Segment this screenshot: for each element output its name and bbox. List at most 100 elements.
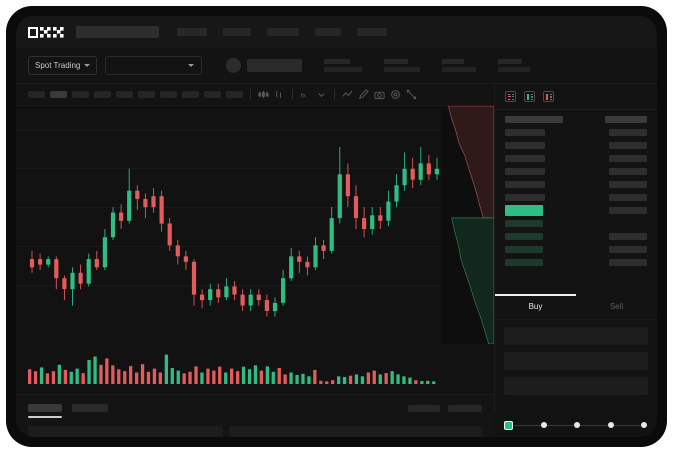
order-book-price (505, 129, 545, 136)
indicators-icon[interactable]: fx (300, 89, 311, 100)
order-book-row[interactable] (505, 232, 647, 241)
stat-key (498, 59, 523, 64)
last-price-value (247, 59, 303, 72)
timeframe-button-4[interactable] (94, 91, 111, 98)
camera-icon[interactable] (374, 89, 385, 100)
orderbook-asks-icon[interactable] (543, 91, 554, 102)
order-book-row[interactable] (505, 154, 647, 163)
okx-logo[interactable] (28, 26, 64, 38)
stepper-dot-4[interactable] (607, 422, 614, 428)
timeframe-button-9[interactable] (204, 91, 221, 98)
order-book-size (609, 259, 647, 266)
nav-item-2[interactable] (223, 28, 251, 36)
order-book-row[interactable] (505, 180, 647, 189)
timeframe-button-6[interactable] (138, 91, 155, 98)
orders-action-2[interactable] (448, 405, 482, 412)
stat-key (324, 59, 351, 64)
stat-2 (384, 59, 421, 72)
order-book-price (505, 194, 545, 201)
order-book-row[interactable] (505, 219, 647, 228)
stepper-dots (504, 420, 647, 430)
trade-tab-sell[interactable]: Sell (609, 302, 624, 311)
order-book-row[interactable] (505, 245, 647, 254)
drawing-pencil-icon[interactable] (358, 89, 369, 100)
price-field[interactable] (504, 327, 648, 345)
ticker-bar: Spot Trading (16, 48, 657, 84)
stat-4 (498, 59, 531, 72)
orders-tab-2[interactable] (72, 404, 108, 418)
order-book-row[interactable] (505, 193, 647, 202)
stepper-dot-3[interactable] (574, 422, 580, 428)
toolbar-divider (334, 89, 335, 100)
fullscreen-icon[interactable] (406, 89, 417, 100)
trade-tab-buy[interactable]: Buy (495, 294, 576, 319)
gridline-5 (16, 285, 494, 286)
timeframe-button-3[interactable] (72, 91, 89, 98)
orders-action-1[interactable] (408, 405, 440, 412)
nav-item-3[interactable] (267, 28, 299, 36)
order-book-row[interactable] (505, 258, 647, 267)
total-field[interactable] (504, 377, 648, 395)
bottom-card-2[interactable] (228, 425, 482, 437)
nav-items (177, 28, 403, 36)
buy-sell-tabs: Buy Sell (495, 294, 657, 320)
stepper-dot-2[interactable] (540, 422, 547, 428)
order-book-rows (495, 110, 657, 267)
top-navigation-bar (16, 16, 657, 48)
volume-chart (16, 344, 494, 394)
order-book-mid-price-row[interactable] (505, 205, 647, 216)
order-book-size (609, 142, 647, 149)
chevron-down-icon[interactable] (316, 89, 327, 100)
orders-panel (16, 394, 494, 437)
settings-gear-icon[interactable] (390, 89, 401, 100)
order-book-size (609, 194, 647, 201)
order-book-row[interactable] (505, 128, 647, 137)
order-book-price (505, 142, 545, 149)
price-chart[interactable] (16, 106, 494, 344)
nav-item-5[interactable] (357, 28, 387, 36)
order-book-price (505, 220, 543, 227)
timeframe-button-7[interactable] (160, 91, 177, 98)
nav-search-input[interactable] (76, 26, 159, 38)
chart-gridlines (16, 106, 494, 344)
gridline-1 (16, 130, 494, 131)
orderbook-both-icon[interactable] (505, 91, 516, 102)
timeframe-button-2[interactable] (50, 91, 67, 98)
spot-trading-dropdown[interactable]: Spot Trading (28, 56, 98, 75)
nav-item-1[interactable] (177, 28, 207, 36)
candlestick-icon[interactable] (258, 89, 269, 100)
stat-value (384, 67, 421, 72)
logo-letter-x (53, 26, 64, 38)
timeframe-button-8[interactable] (182, 91, 199, 98)
timeframe-button-5[interactable] (116, 91, 133, 98)
order-book-row[interactable] (505, 115, 647, 124)
logo-letter-k (40, 26, 51, 38)
stepper-dot-1[interactable] (504, 420, 513, 430)
order-book-price (505, 259, 543, 266)
order-book-size (605, 116, 647, 123)
orderbook-bids-icon[interactable] (524, 91, 535, 102)
order-book-row[interactable] (505, 141, 647, 150)
bottom-card-1[interactable] (28, 425, 223, 437)
stat-1 (324, 59, 363, 72)
market-select-dropdown[interactable] (105, 56, 203, 75)
stat-value (498, 67, 531, 72)
volume-bars (28, 354, 436, 384)
trade-form-fields (495, 327, 657, 395)
gridline-3 (16, 207, 494, 208)
ticker-stats (302, 59, 531, 72)
gridline-4 (16, 246, 494, 247)
orders-tab-1[interactable] (28, 404, 62, 418)
market-depth-overlay (441, 106, 494, 344)
timeframe-button-10[interactable] (226, 91, 243, 98)
candlestick-series (29, 146, 439, 317)
amount-field[interactable] (504, 352, 648, 370)
stepper-dot-5[interactable] (641, 422, 647, 428)
line-chart-icon[interactable] (342, 89, 353, 100)
order-book-price (505, 116, 563, 123)
timeframe-button-1[interactable] (28, 91, 45, 98)
order-book-row[interactable] (505, 167, 647, 176)
chart-type-icon[interactable] (274, 89, 285, 100)
nav-item-4[interactable] (315, 28, 341, 36)
trade-form: Buy Sell (494, 294, 657, 414)
